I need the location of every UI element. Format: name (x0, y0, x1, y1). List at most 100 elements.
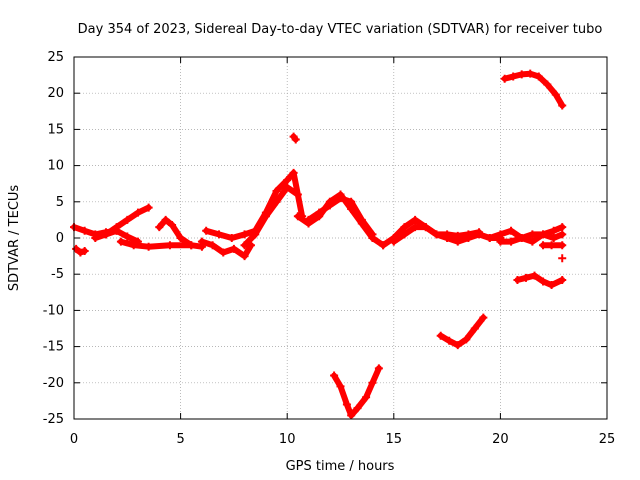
y-tick-label: 20 (47, 86, 64, 101)
x-tick-label: 15 (386, 432, 403, 447)
data-series (70, 69, 567, 420)
data-point (400, 223, 409, 232)
data-point (539, 241, 548, 250)
series-line (156, 216, 195, 249)
series-track-10 (251, 168, 307, 235)
data-point (123, 215, 132, 224)
data-point (161, 215, 170, 224)
data-point (240, 252, 249, 261)
x-axis-label: GPS time / hours (286, 459, 395, 474)
data-point (353, 404, 362, 413)
data-point (272, 186, 281, 195)
data-point (315, 208, 324, 217)
data-point (517, 70, 526, 79)
data-point (214, 230, 223, 239)
series-track-18 (485, 223, 567, 246)
data-point (219, 248, 228, 257)
data-point (526, 69, 535, 78)
data-point (347, 411, 356, 420)
data-point (144, 203, 153, 212)
data-point (168, 220, 177, 229)
data-point (289, 168, 298, 177)
data-point (411, 215, 420, 224)
data-point (539, 230, 548, 239)
series-track-14 (330, 364, 383, 420)
series-track-19 (496, 230, 567, 246)
data-point (470, 324, 479, 333)
data-point (528, 230, 537, 239)
y-tick-label: 5 (56, 195, 64, 210)
data-point (462, 335, 471, 344)
data-point (76, 248, 85, 257)
x-tick-label: 20 (492, 432, 509, 447)
y-tick-label: 10 (47, 159, 64, 174)
axis-ticks: 0 5 10 15 20 25 25 20 15 10 5 0 -5 -10 -15 -20 -25 (43, 50, 616, 447)
data-point (336, 382, 345, 391)
data-point (507, 237, 516, 246)
series-line (252, 169, 306, 234)
data-point (507, 226, 516, 235)
data-point (291, 135, 300, 144)
data-point (368, 378, 377, 387)
data-point (558, 223, 567, 232)
data-point (80, 226, 89, 235)
data-point (453, 231, 462, 240)
data-point (80, 247, 89, 256)
data-point (91, 234, 100, 242)
data-point (129, 241, 138, 250)
data-point (421, 223, 430, 232)
data-point (283, 176, 292, 185)
data-point (72, 244, 81, 253)
data-point (509, 72, 518, 81)
data-point (283, 183, 292, 192)
y-tick-label: 0 (56, 231, 64, 246)
y-tick-label: -25 (43, 412, 64, 427)
data-point (304, 215, 313, 224)
data-point (197, 237, 206, 246)
data-point (374, 364, 383, 373)
series-track-2 (72, 244, 89, 257)
data-point (123, 232, 132, 241)
data-point (261, 208, 270, 217)
y-tick-label: -20 (43, 376, 64, 391)
x-tick-label: 10 (279, 432, 296, 447)
data-point (513, 275, 522, 284)
plot-frame (73, 56, 608, 420)
data-point (558, 241, 567, 250)
series-track-21 (558, 254, 567, 263)
data-point (155, 223, 164, 232)
data-point (116, 237, 125, 246)
data-point (202, 226, 211, 235)
data-point (336, 194, 345, 203)
x-tick-label: 5 (176, 432, 184, 447)
data-point (549, 234, 558, 242)
data-point (101, 230, 110, 239)
data-point (362, 393, 371, 402)
data-point (176, 234, 185, 242)
data-point (539, 277, 548, 286)
data-point (411, 223, 420, 232)
series-line (241, 184, 301, 249)
data-point (389, 237, 398, 246)
data-point (227, 234, 236, 242)
y-tick-label: -5 (51, 267, 64, 282)
data-point (293, 212, 302, 221)
data-point (479, 313, 488, 322)
data-point (240, 241, 249, 250)
series-track-4 (91, 226, 142, 246)
data-point (558, 230, 567, 239)
x-tick-label: 0 (70, 432, 78, 447)
y-tick-label: 25 (47, 50, 64, 65)
data-point (443, 230, 452, 239)
data-point (445, 336, 454, 345)
y-tick-label: -10 (43, 303, 64, 318)
y-tick-label: -15 (43, 340, 64, 355)
data-point (368, 230, 377, 239)
series-track-20 (539, 241, 567, 250)
data-point (547, 241, 556, 250)
data-point (251, 226, 260, 235)
data-point (133, 208, 142, 217)
data-point (379, 241, 388, 250)
series-track-16 (389, 223, 484, 246)
